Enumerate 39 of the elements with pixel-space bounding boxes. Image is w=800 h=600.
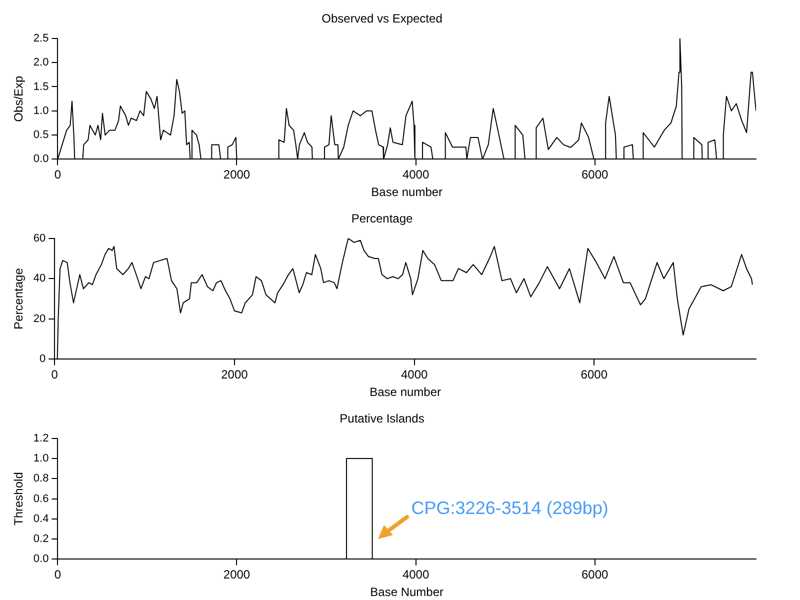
y-tick-label: 0.4: [33, 512, 49, 525]
x-tick-label: 4000: [402, 168, 430, 182]
x-tick-label: 2000: [223, 168, 250, 182]
x-tick-label: 6000: [582, 568, 609, 582]
x-axis-title: Base number: [370, 385, 442, 400]
y-tick-label: 1.2: [33, 432, 49, 444]
y-axis-title: Obs/Exp: [12, 75, 26, 122]
x-tick-label: 0: [54, 568, 62, 582]
y-tick-label: 0.8: [33, 472, 49, 485]
y-tick-label: 0.5: [33, 129, 49, 142]
y-tick-label: 40: [33, 272, 46, 285]
y-tick-label: 2.0: [33, 56, 49, 69]
y-tick-label: 0: [40, 353, 46, 366]
x-tick-label: 4000: [400, 368, 428, 382]
y-tick-label: 2.5: [33, 32, 49, 44]
x-axis-title: Base Number: [370, 585, 444, 600]
annotation: CPG:3226-3514 (289bp): [411, 498, 608, 518]
chart-title: Putative Islands: [340, 412, 424, 426]
chart-title: Percentage: [351, 212, 414, 226]
y-tick-label: 0.0: [33, 553, 49, 566]
y-tick-label: 1.0: [33, 104, 49, 117]
x-tick-label: 6000: [582, 168, 609, 182]
x-tick-label: 6000: [580, 368, 608, 382]
y-tick-label: 20: [33, 312, 46, 325]
x-tick-label: 2000: [221, 368, 248, 382]
y-tick-label: 1.5: [33, 80, 49, 93]
y-axis-title: Percentage: [12, 268, 26, 330]
x-tick-label: 0: [51, 368, 58, 382]
y-tick-label: 60: [33, 232, 46, 244]
y-axis-title: Threshold: [12, 472, 26, 526]
y-tick-label: 0.6: [33, 492, 49, 505]
x-tick-label: 2000: [223, 568, 250, 582]
x-tick-label: 0: [54, 168, 62, 182]
x-axis-title: Base number: [371, 185, 443, 200]
chart-title: Observed vs Expected: [322, 12, 442, 26]
y-tick-label: 0.0: [33, 153, 49, 166]
y-tick-label: 1.0: [33, 452, 49, 465]
y-tick-label: 0.2: [33, 533, 49, 546]
x-tick-label: 4000: [402, 568, 430, 582]
